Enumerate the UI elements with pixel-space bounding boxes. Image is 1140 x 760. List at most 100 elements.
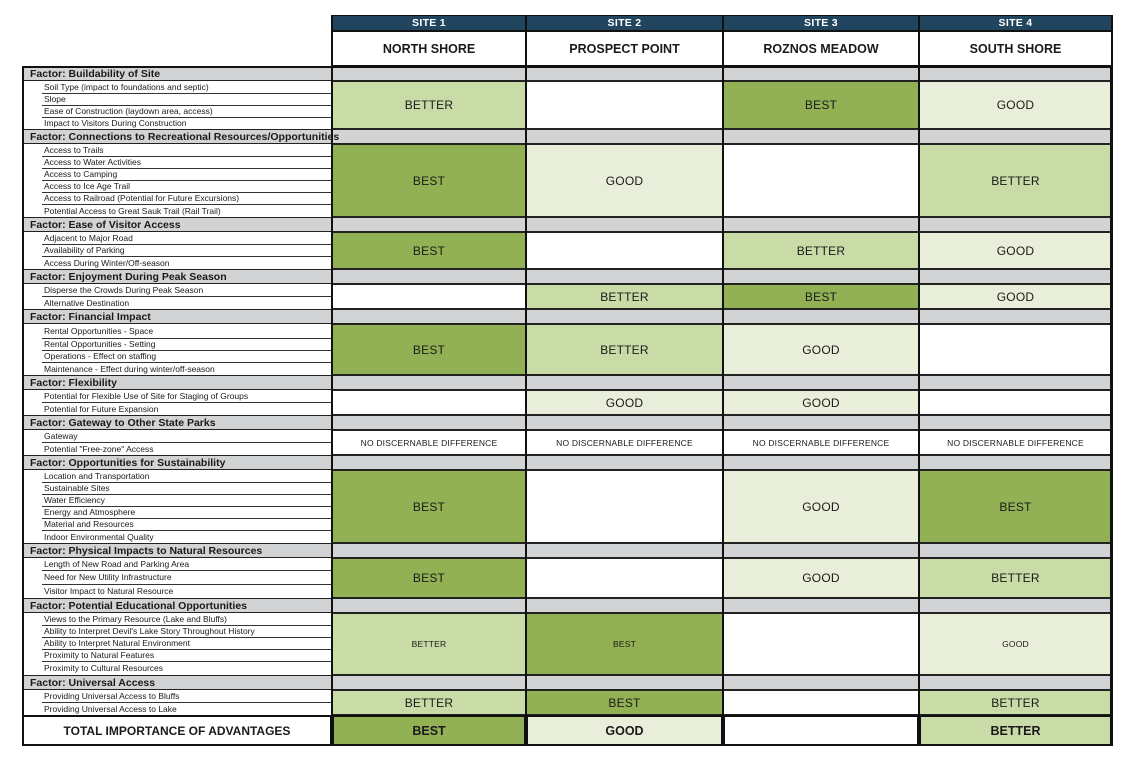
- criterion-label: Potential "Free-zone" Access: [44, 443, 154, 454]
- criterion-divider: [42, 530, 332, 531]
- criterion-label: Potential for Flexible Use of Site for S…: [44, 391, 249, 401]
- column-divider: [918, 15, 920, 746]
- rating-cell: GOOD: [723, 558, 919, 598]
- rating-cell: [526, 558, 723, 598]
- factor-header: Factor: Physical Impacts to Natural Reso…: [22, 543, 1112, 558]
- site-name-header: PROSPECT POINT: [526, 31, 723, 66]
- criterion-divider: [42, 256, 332, 257]
- factor-header: Factor: Connections to Recreational Reso…: [22, 129, 1112, 144]
- column-divider: [525, 15, 527, 746]
- rating-cell: BEST: [919, 470, 1112, 543]
- criterion-divider: [42, 518, 332, 519]
- rating-cell: [332, 390, 526, 415]
- site-number-header: SITE 4: [919, 15, 1112, 31]
- criterion-label: Proximity to Natural Features: [44, 650, 155, 660]
- rating-cell: BETTER: [332, 81, 526, 129]
- rating-cell: BEST: [723, 284, 919, 309]
- criterion-label: Providing Universal Access to Bluffs: [44, 691, 180, 701]
- criterion-divider: [42, 105, 332, 106]
- criterion-label: Ease of Construction (laydown area, acce…: [44, 106, 213, 116]
- criterion-divider: [42, 362, 332, 363]
- criterion-label: Need for New Utility Infrastructure: [44, 572, 172, 582]
- total-rating-cell: GOOD: [526, 715, 723, 746]
- factor-header: Factor: Gateway to Other State Parks: [22, 415, 1112, 430]
- criterion-label: Energy and Atmosphere: [44, 507, 136, 517]
- rating-cell: BETTER: [723, 232, 919, 269]
- criterion-label: Potential for Future Expansion: [44, 403, 159, 414]
- criterion-divider: [42, 637, 332, 638]
- criterion-divider: [42, 350, 332, 351]
- criterion-divider: [42, 584, 332, 585]
- total-rating-cell: [723, 715, 919, 746]
- column-divider: [1111, 15, 1113, 746]
- criterion-label: Water Efficiency: [44, 495, 105, 505]
- total-rating-cell: BEST: [332, 715, 526, 746]
- rating-cell: BEST: [332, 144, 526, 217]
- criterion-divider: [42, 625, 332, 626]
- criterion-divider: [42, 506, 332, 507]
- criterion-divider: [42, 204, 332, 205]
- criterion-label: Gateway: [44, 431, 78, 441]
- criterion-label: Disperse the Crowds During Peak Season: [44, 285, 204, 295]
- criterion-divider: [42, 482, 332, 483]
- total-label: TOTAL IMPORTANCE OF ADVANTAGES: [22, 715, 332, 746]
- criterion-label: Location and Transportation: [44, 471, 150, 481]
- criterion-label: Availability of Parking: [44, 245, 125, 255]
- factor-header: Factor: Enjoyment During Peak Season: [22, 269, 1112, 284]
- criterion-divider: [42, 296, 332, 297]
- rating-cell: NO DISCERNABLE DIFFERENCE: [723, 430, 919, 455]
- criterion-label: Rental Opportunities - Space: [44, 326, 154, 336]
- criterion-label: Visitor Impact to Natural Resource: [44, 586, 174, 596]
- rating-cell: [526, 470, 723, 543]
- rating-cell: BETTER: [332, 690, 526, 715]
- rating-cell: BEST: [332, 324, 526, 375]
- rating-cell: GOOD: [919, 613, 1112, 675]
- criterion-divider: [42, 180, 332, 181]
- criterion-label: Slope: [44, 94, 66, 104]
- criterion-label: Access to Camping: [44, 169, 118, 179]
- factor-header: Factor: Universal Access: [22, 675, 1112, 690]
- criterion-label: Impact to Visitors During Construction: [44, 118, 187, 128]
- rating-cell: BEST: [723, 81, 919, 129]
- criterion-label: Access to Ice Age Trail: [44, 181, 130, 191]
- rating-cell: GOOD: [723, 390, 919, 415]
- total-rating-cell: BETTER: [919, 715, 1112, 746]
- factor-header: Factor: Financial Impact: [22, 309, 1112, 324]
- rating-cell: GOOD: [919, 81, 1112, 129]
- rating-cell: NO DISCERNABLE DIFFERENCE: [526, 430, 723, 455]
- rating-cell: BEST: [332, 558, 526, 598]
- site-name-header: NORTH SHORE: [332, 31, 526, 66]
- criterion-label: Material and Resources: [44, 519, 134, 529]
- rating-cell: [526, 232, 723, 269]
- factor-header: Factor: Flexibility: [22, 375, 1112, 390]
- site-name-header: ROZNOS MEADOW: [723, 31, 919, 66]
- criterion-label: Ability to Interpret Natural Environment: [44, 638, 190, 648]
- criterion-label: Proximity to Cultural Resources: [44, 663, 164, 673]
- criterion-divider: [42, 93, 332, 94]
- rating-cell: [723, 613, 919, 675]
- criterion-label: Adjacent to Major Road: [44, 233, 133, 243]
- site-number-header: SITE 1: [332, 15, 526, 31]
- site-number-header: SITE 3: [723, 15, 919, 31]
- rating-cell: GOOD: [919, 284, 1112, 309]
- criterion-label: Views to the Primary Resource (Lake and …: [44, 614, 227, 624]
- rating-cell: NO DISCERNABLE DIFFERENCE: [919, 430, 1112, 455]
- criterion-divider: [42, 661, 332, 662]
- factor-header: Factor: Buildability of Site: [22, 66, 1112, 81]
- criterion-divider: [42, 494, 332, 495]
- criterion-label: Sustainable Sites: [44, 483, 110, 493]
- rating-cell: GOOD: [526, 390, 723, 415]
- rating-cell: BEST: [526, 690, 723, 715]
- factor-header: Factor: Ease of Visitor Access: [22, 217, 1112, 232]
- rating-cell: [919, 390, 1112, 415]
- rating-cell: BETTER: [526, 324, 723, 375]
- rating-cell: BEST: [526, 613, 723, 675]
- criterion-label: Potential Access to Great Sauk Trail (Ra…: [44, 205, 221, 216]
- criterion-divider: [42, 192, 332, 193]
- rating-cell: [723, 690, 919, 715]
- criterion-label: Alternative Destination: [44, 297, 130, 308]
- rating-cell: [332, 284, 526, 309]
- rating-cell: BETTER: [919, 144, 1112, 217]
- rating-cell: BETTER: [526, 284, 723, 309]
